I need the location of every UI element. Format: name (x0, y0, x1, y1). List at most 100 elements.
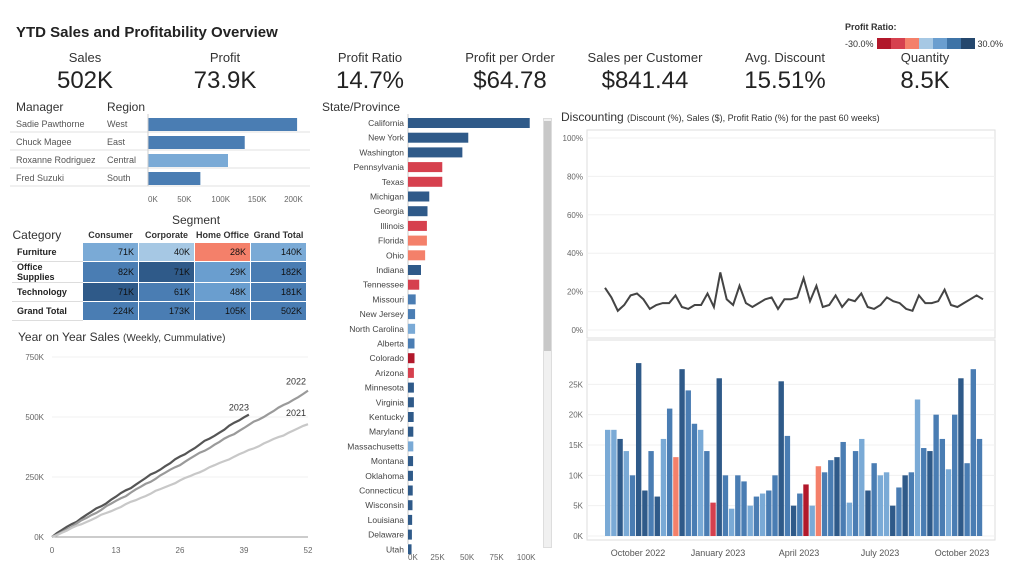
sales-bar[interactable] (673, 457, 679, 536)
sales-bar[interactable] (952, 414, 958, 536)
segment-cell[interactable]: 173K (138, 301, 195, 321)
segment-cell[interactable]: 71K (82, 242, 139, 262)
sales-bar[interactable] (623, 451, 629, 536)
sales-bar[interactable] (710, 502, 716, 536)
sales-bar[interactable] (704, 451, 710, 536)
sales-bar[interactable] (846, 502, 853, 536)
state-bar[interactable] (408, 191, 430, 202)
sales-bar[interactable] (859, 438, 865, 536)
state-scrollbar[interactable] (543, 118, 552, 548)
sales-bar[interactable] (772, 475, 778, 536)
sales-bar[interactable] (766, 490, 772, 537)
sales-bar[interactable] (883, 472, 890, 536)
sales-bar[interactable] (921, 448, 927, 536)
sales-bar[interactable] (666, 408, 673, 536)
state-bar[interactable] (408, 176, 443, 187)
state-bar[interactable] (408, 132, 469, 143)
sales-bar[interactable] (778, 381, 784, 536)
sales-bar[interactable] (939, 438, 946, 536)
sales-bar[interactable] (914, 399, 921, 537)
segment-cell[interactable]: 40K (138, 242, 195, 262)
sales-bar[interactable] (964, 463, 970, 536)
state-bar[interactable] (408, 309, 416, 320)
yoy-line-2021[interactable] (51, 423, 309, 539)
sales-bar[interactable] (945, 469, 952, 536)
sales-bar[interactable] (691, 423, 698, 536)
sales-bar[interactable] (834, 457, 840, 536)
sales-bar[interactable] (716, 378, 722, 536)
state-bar[interactable] (408, 470, 413, 481)
sales-bar[interactable] (809, 505, 815, 536)
sales-bar[interactable] (828, 460, 834, 536)
sales-bar[interactable] (902, 475, 908, 536)
sales-bar[interactable] (797, 493, 803, 536)
state-bar[interactable] (408, 235, 427, 246)
segment-cell[interactable]: 105K (194, 301, 251, 321)
state-bar[interactable] (408, 323, 416, 334)
state-bar[interactable] (408, 382, 414, 393)
sales-bar[interactable] (877, 475, 884, 536)
sales-bar[interactable] (697, 429, 704, 536)
state-bar[interactable] (408, 118, 530, 128)
sales-bar[interactable] (728, 508, 735, 536)
segment-cell[interactable]: 82K (82, 261, 139, 283)
sales-bar[interactable] (642, 490, 648, 537)
segment-cell[interactable]: 182K (250, 261, 307, 283)
sales-bar[interactable] (759, 493, 766, 536)
sales-bar[interactable] (803, 484, 809, 536)
manager-bar[interactable] (148, 172, 201, 185)
discount-line[interactable] (604, 272, 984, 313)
manager-bar[interactable] (148, 118, 298, 131)
segment-cell[interactable]: 224K (82, 301, 139, 321)
state-bar[interactable] (408, 353, 415, 364)
state-bar[interactable] (408, 456, 414, 467)
sales-bar[interactable] (896, 487, 902, 536)
segment-cell[interactable]: 71K (82, 282, 139, 302)
sales-bar[interactable] (840, 441, 846, 536)
sales-bar[interactable] (617, 438, 623, 536)
sales-bar[interactable] (790, 505, 797, 536)
sales-bar[interactable] (635, 363, 642, 536)
state-bar[interactable] (408, 162, 443, 173)
sales-bar[interactable] (852, 451, 859, 536)
sales-bar[interactable] (741, 481, 747, 536)
state-bar[interactable] (408, 294, 416, 305)
scrollbar-thumb[interactable] (544, 121, 551, 351)
segment-cell[interactable]: 28K (194, 242, 251, 262)
sales-bar[interactable] (933, 414, 939, 536)
sales-bar[interactable] (908, 472, 915, 536)
manager-bar[interactable] (148, 136, 245, 149)
sales-bar[interactable] (654, 496, 660, 536)
sales-bar[interactable] (679, 369, 685, 536)
sales-bar[interactable] (784, 435, 791, 536)
manager-bar[interactable] (148, 154, 228, 167)
sales-bar[interactable] (871, 463, 877, 536)
sales-bar[interactable] (865, 490, 871, 537)
state-bar[interactable] (408, 529, 412, 540)
segment-cell[interactable]: 502K (250, 301, 307, 321)
state-bar[interactable] (408, 147, 463, 158)
sales-bar[interactable] (660, 438, 667, 536)
state-bar[interactable] (408, 338, 415, 349)
state-bar[interactable] (408, 206, 428, 217)
sales-bar[interactable] (821, 472, 828, 536)
state-bar[interactable] (408, 514, 413, 525)
sales-bar[interactable] (815, 466, 822, 536)
sales-bar[interactable] (629, 475, 636, 536)
segment-cell[interactable]: 71K (138, 261, 195, 283)
state-bar[interactable] (408, 220, 427, 231)
state-bar[interactable] (408, 397, 414, 408)
sales-bar[interactable] (611, 429, 617, 536)
state-bar[interactable] (408, 265, 421, 275)
sales-bar[interactable] (927, 451, 933, 536)
state-bar[interactable] (408, 367, 414, 378)
state-bar[interactable] (408, 279, 420, 290)
state-bar[interactable] (408, 485, 413, 496)
state-bar[interactable] (408, 426, 414, 437)
sales-bar[interactable] (648, 451, 654, 536)
sales-bar[interactable] (753, 496, 760, 536)
yoy-line-2023[interactable] (51, 413, 250, 538)
sales-bar[interactable] (605, 429, 611, 536)
segment-cell[interactable]: 29K (194, 261, 251, 283)
state-bar[interactable] (408, 250, 426, 261)
